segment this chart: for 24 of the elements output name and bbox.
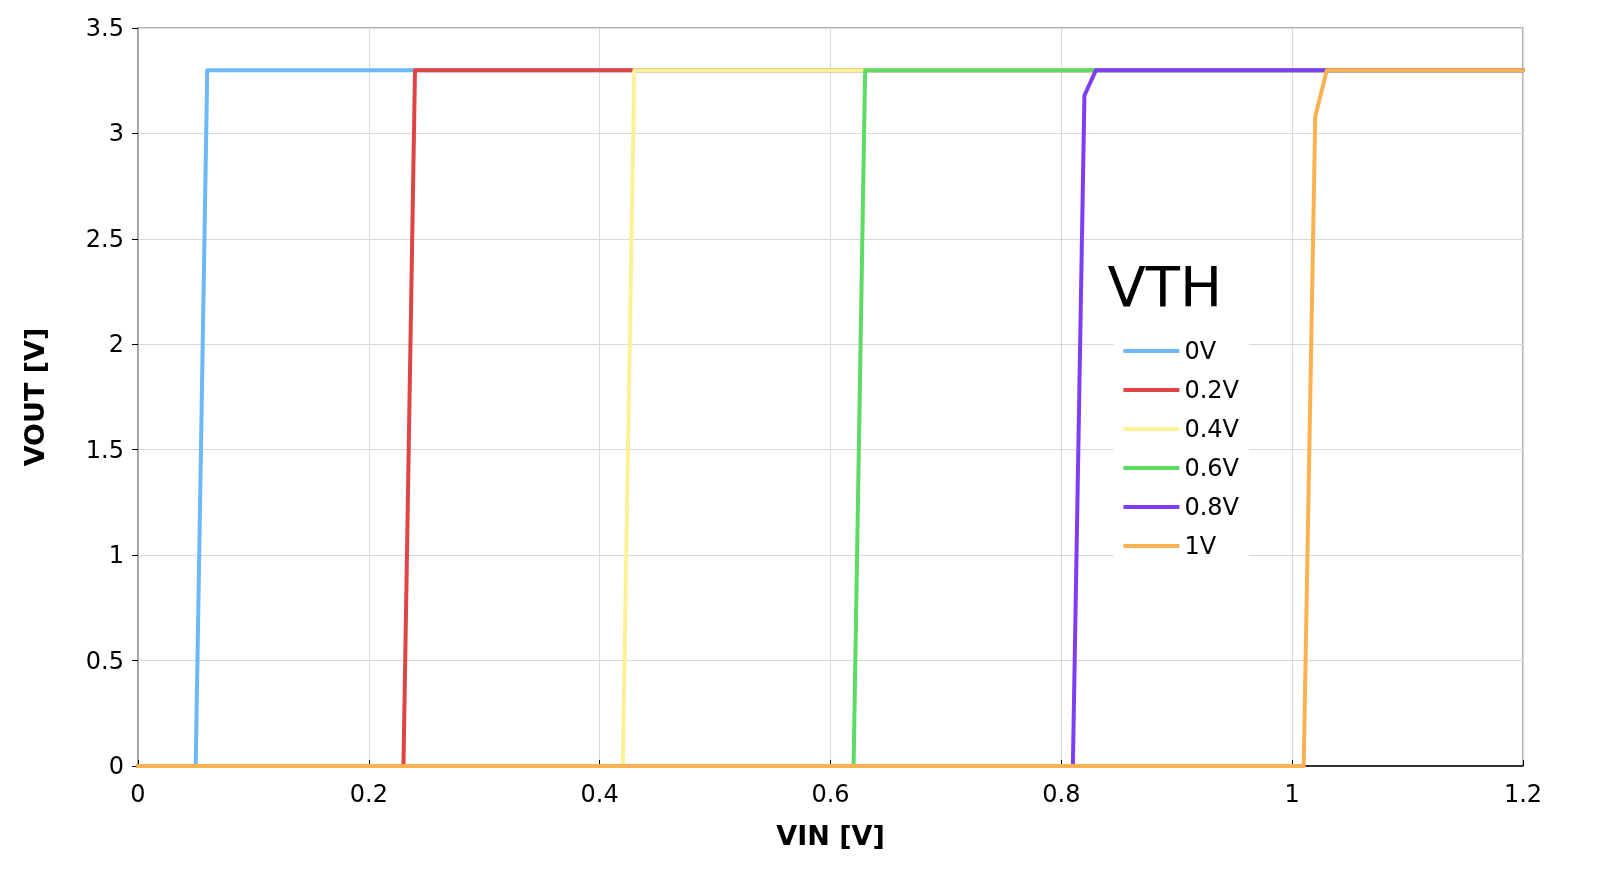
x-tick-label: 1: [1284, 780, 1300, 808]
y-tick-label: 3.5: [85, 14, 124, 42]
y-tick-label: 1: [108, 541, 124, 570]
x-tick-label: 1.2: [1503, 780, 1543, 808]
y-tick-label: 2: [108, 330, 124, 359]
legend-title: VTH: [1107, 253, 1222, 319]
x-tick-label: 0.6: [811, 780, 850, 808]
legend-label: 0V: [1184, 337, 1217, 365]
x-tick-label: 0.4: [580, 780, 619, 808]
y-tick-label: 3: [108, 119, 124, 148]
x-tick-label: 0: [130, 780, 146, 808]
y-tick-label: 2.5: [85, 224, 124, 253]
x-axis-title: VIN [V]: [776, 820, 885, 851]
y-tick-label: 0: [108, 752, 124, 780]
y-tick-label: 1.5: [85, 435, 124, 464]
x-tick-label: 0.8: [1042, 780, 1081, 808]
legend-label: 0.8V: [1184, 493, 1240, 521]
legend-label: 1V: [1184, 532, 1217, 560]
y-tick-label: 0.5: [85, 646, 124, 675]
y-axis-title: VOUT [V]: [19, 327, 50, 467]
legend-label: 0.4V: [1184, 415, 1240, 443]
legend-label: 0.2V: [1184, 376, 1240, 404]
legend-label: 0.6V: [1184, 454, 1240, 482]
x-tick-label: 0.2: [349, 780, 388, 808]
